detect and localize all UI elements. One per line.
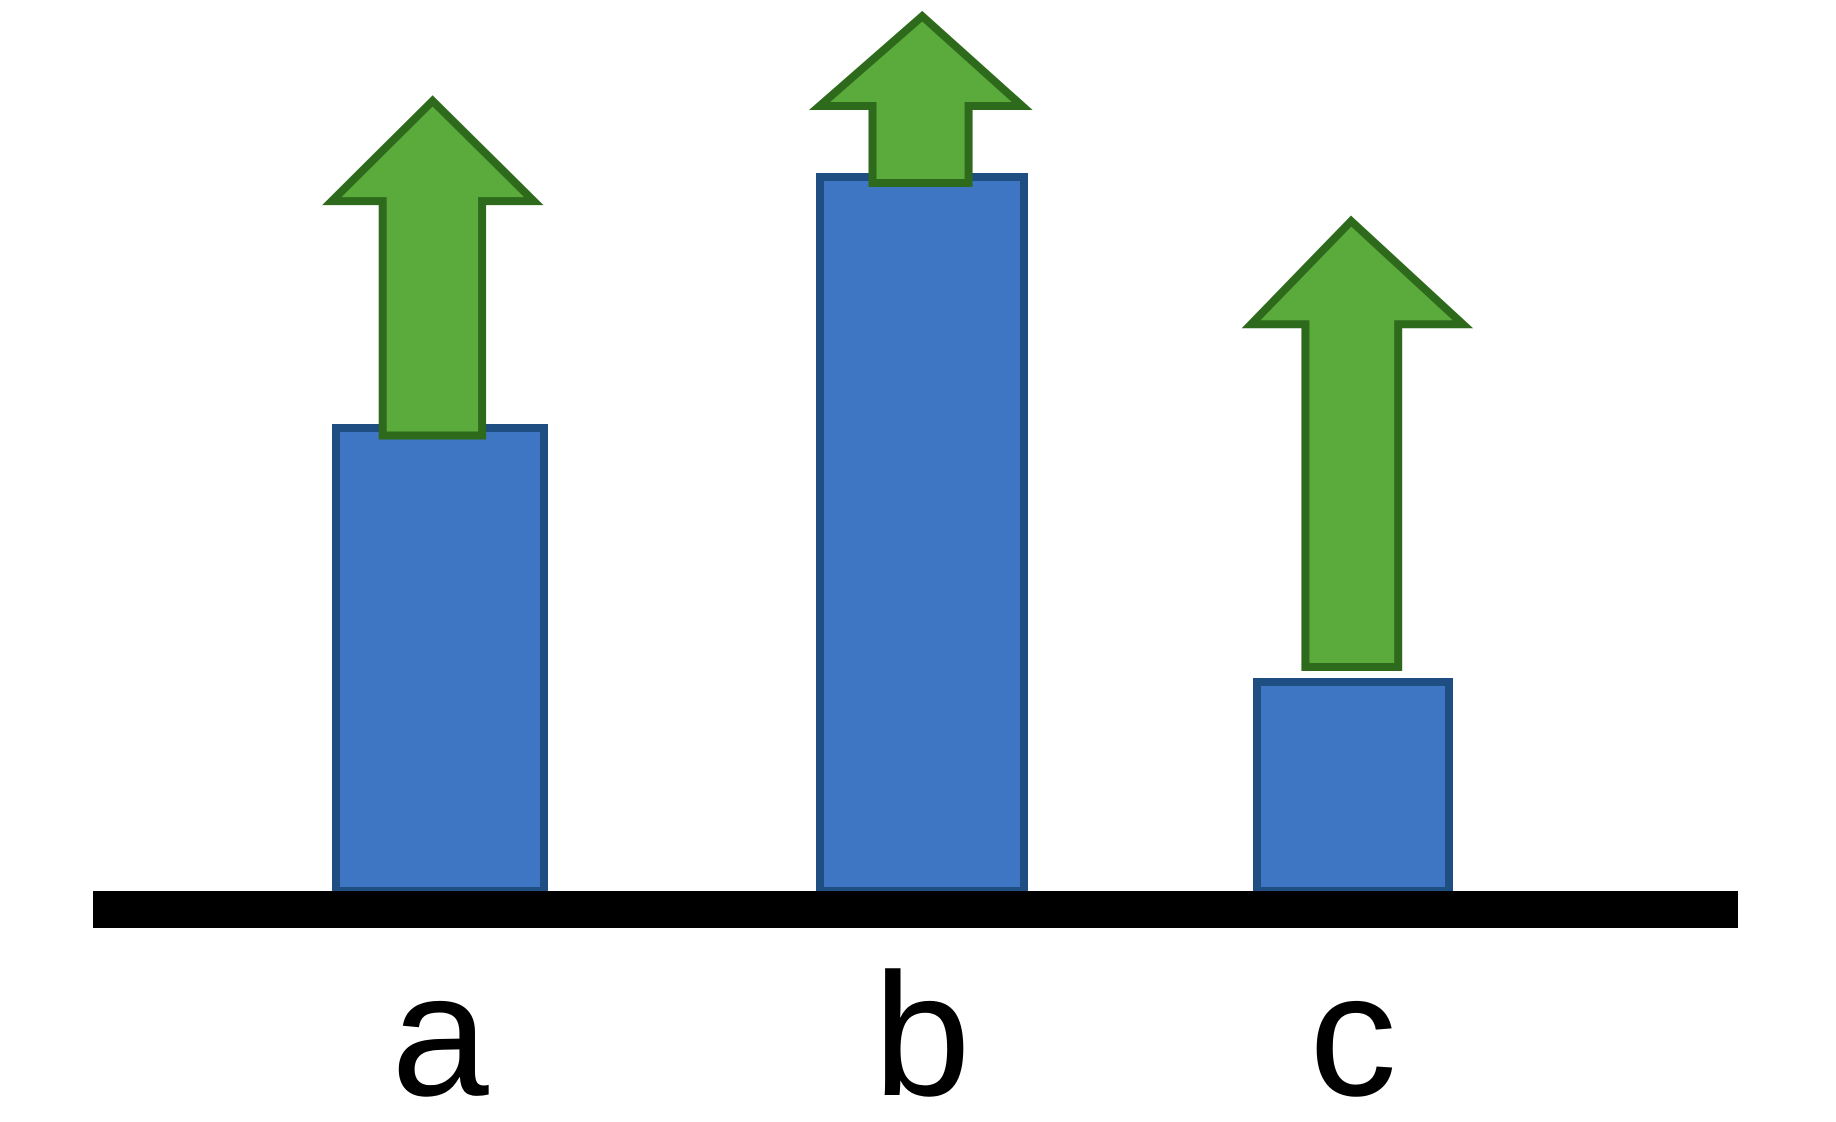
svg-text:c: c (1309, 938, 1397, 1122)
svg-text:b: b (873, 938, 970, 1122)
svg-text:a: a (391, 938, 489, 1122)
